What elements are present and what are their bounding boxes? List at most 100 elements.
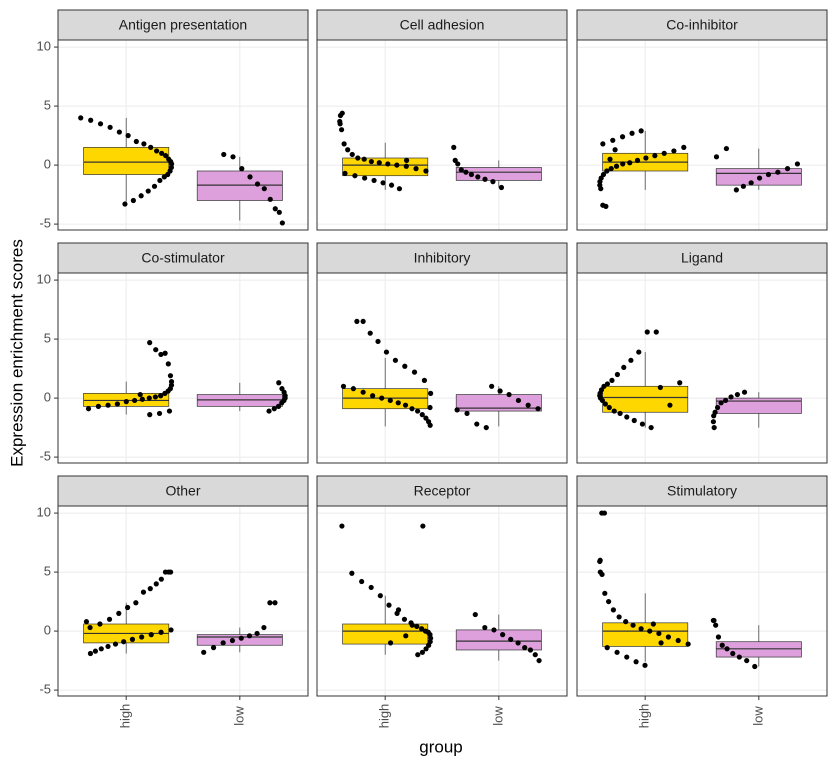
point <box>139 634 145 640</box>
point <box>337 112 344 119</box>
panel-background <box>58 273 308 463</box>
point <box>151 183 158 189</box>
panel-background <box>577 40 827 230</box>
point <box>607 156 613 162</box>
point <box>261 186 267 192</box>
point <box>154 148 160 154</box>
point <box>602 590 608 596</box>
point <box>603 203 609 209</box>
point <box>395 400 401 406</box>
point <box>718 400 724 406</box>
point <box>156 410 163 417</box>
x-tick-label: high <box>377 704 392 729</box>
point <box>201 649 207 655</box>
point <box>276 209 282 215</box>
point <box>475 174 481 180</box>
point <box>608 166 614 172</box>
x-tick-label: high <box>637 704 652 729</box>
point <box>411 369 418 375</box>
point <box>279 400 285 406</box>
strip <box>316 242 568 274</box>
point <box>713 154 720 160</box>
point <box>644 329 650 335</box>
point <box>741 389 748 395</box>
point <box>455 161 461 167</box>
point <box>610 137 616 143</box>
point <box>396 186 403 192</box>
point <box>272 600 278 606</box>
point <box>157 177 163 184</box>
point <box>413 166 419 172</box>
point <box>619 134 626 140</box>
strip-title: Cell adhesion <box>400 17 485 33</box>
point <box>647 628 653 634</box>
point <box>141 141 147 147</box>
point <box>468 171 475 178</box>
point <box>491 627 497 633</box>
box <box>455 629 542 651</box>
x-tick-label: low <box>490 706 505 726</box>
panel-background <box>317 40 567 230</box>
point <box>339 523 345 529</box>
point <box>724 646 730 652</box>
point <box>515 640 521 646</box>
point <box>610 607 617 613</box>
point <box>386 602 392 608</box>
point <box>272 206 278 212</box>
point <box>98 646 104 652</box>
point <box>730 650 736 657</box>
point <box>464 410 470 417</box>
point <box>612 147 618 153</box>
strip <box>57 9 309 41</box>
panel-background <box>577 273 827 463</box>
point <box>147 340 153 346</box>
point <box>409 406 415 412</box>
point <box>116 129 122 135</box>
point <box>95 403 101 409</box>
y-tick-label: 10 <box>37 39 51 54</box>
point <box>147 412 153 418</box>
point <box>229 637 236 644</box>
point <box>623 619 629 625</box>
point <box>349 151 355 158</box>
point <box>427 404 433 411</box>
point <box>403 163 409 169</box>
y-tick-label: 5 <box>44 98 51 113</box>
point <box>609 377 615 383</box>
point <box>423 646 429 652</box>
point <box>395 607 402 613</box>
point <box>423 168 429 174</box>
point <box>275 403 282 409</box>
point <box>266 408 272 414</box>
point <box>162 569 169 575</box>
point <box>713 622 719 628</box>
strip-title: Antigen presentation <box>119 17 247 33</box>
strip <box>57 475 309 507</box>
point <box>617 410 623 417</box>
point <box>158 576 164 582</box>
y-tick-label: 10 <box>37 505 51 520</box>
point <box>168 627 174 633</box>
point <box>87 624 93 631</box>
point <box>159 150 165 156</box>
point <box>271 406 277 412</box>
point <box>620 161 626 167</box>
point <box>748 180 754 186</box>
point <box>349 570 355 576</box>
point <box>153 347 159 353</box>
point <box>454 407 460 413</box>
point <box>667 402 673 408</box>
x-axis-label: group <box>419 737 462 756</box>
point <box>419 412 425 418</box>
point <box>497 388 503 394</box>
point <box>634 157 641 163</box>
point <box>239 166 245 172</box>
point <box>719 642 725 648</box>
point <box>394 162 400 168</box>
y-tick-label: 0 <box>44 623 51 638</box>
point <box>375 338 381 345</box>
point <box>621 364 627 371</box>
y-axis-label: Expression enrichment scores <box>7 239 26 467</box>
point <box>387 397 393 404</box>
